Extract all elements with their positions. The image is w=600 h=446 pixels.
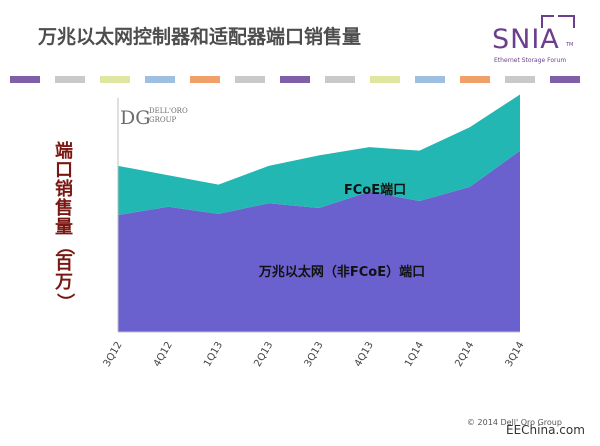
snia-logo: SNIA TM Ethernet Storage Forum — [478, 12, 588, 72]
logo-subtitle: Ethernet Storage Forum — [494, 57, 567, 64]
series-area-2 — [118, 94, 520, 215]
logo-trademark: TM — [566, 42, 574, 48]
stripe-segment — [415, 76, 445, 83]
footer-copyright: © 2014 Dell' Oro Group — [467, 418, 562, 427]
stripe-segment — [55, 76, 85, 83]
logo-wordmark: SNIA — [492, 24, 560, 55]
series-label-fcoe: FCoE端口 — [344, 182, 406, 198]
stripe-segment — [145, 76, 175, 83]
watermark-line2: GROUP — [149, 116, 177, 124]
stripe-segment — [550, 76, 580, 83]
x-tick-label: 2Q13 — [252, 340, 275, 369]
x-tick-label: 4Q13 — [353, 340, 376, 369]
footer-site-watermark: EEChina.com — [506, 423, 585, 437]
x-tick-label: 3Q14 — [504, 340, 527, 369]
stripe-segment — [325, 76, 355, 83]
series-label-non-fcoe: 万兆以太网（非FCoE）端口 — [258, 264, 425, 280]
stripe-segment — [190, 76, 220, 83]
slide-title: 万兆以太网控制器和适配器端口销售量 — [38, 26, 362, 48]
x-tick-label: 4Q12 — [152, 340, 175, 369]
y-axis-label-char: 端 — [55, 141, 73, 162]
x-tick-label: 3Q12 — [102, 340, 125, 369]
x-tick-label: 1Q14 — [403, 340, 426, 369]
stripe-segment — [235, 76, 265, 83]
stripe-segment — [10, 76, 40, 83]
stripe-segment — [505, 76, 535, 83]
watermark-line1: DELL'ORO — [149, 107, 188, 115]
x-tick-label: 1Q13 — [202, 340, 225, 369]
y-axis-label-char: 口 — [55, 159, 73, 181]
watermark-mark: DG — [120, 107, 150, 129]
stripe-segment — [280, 76, 310, 83]
logo-square-mark-icon — [541, 15, 575, 28]
y-axis-label-char: 售 — [55, 197, 73, 219]
y-axis-label-char: 万 — [55, 272, 73, 294]
x-tick-label: 2Q14 — [453, 340, 476, 369]
color-stripe — [10, 76, 595, 83]
series-area-1 — [118, 150, 520, 332]
stripe-segment — [100, 76, 130, 83]
y-axis-label-char: 量 — [55, 216, 73, 238]
stripe-segment — [460, 76, 490, 83]
y-axis-label: 端口销售量（百万） — [48, 141, 80, 311]
x-tick-label: 3Q13 — [303, 340, 326, 369]
y-axis-label-char: 销 — [55, 178, 73, 200]
y-axis-label-char: 百 — [55, 253, 73, 275]
stripe-segment — [370, 76, 400, 83]
